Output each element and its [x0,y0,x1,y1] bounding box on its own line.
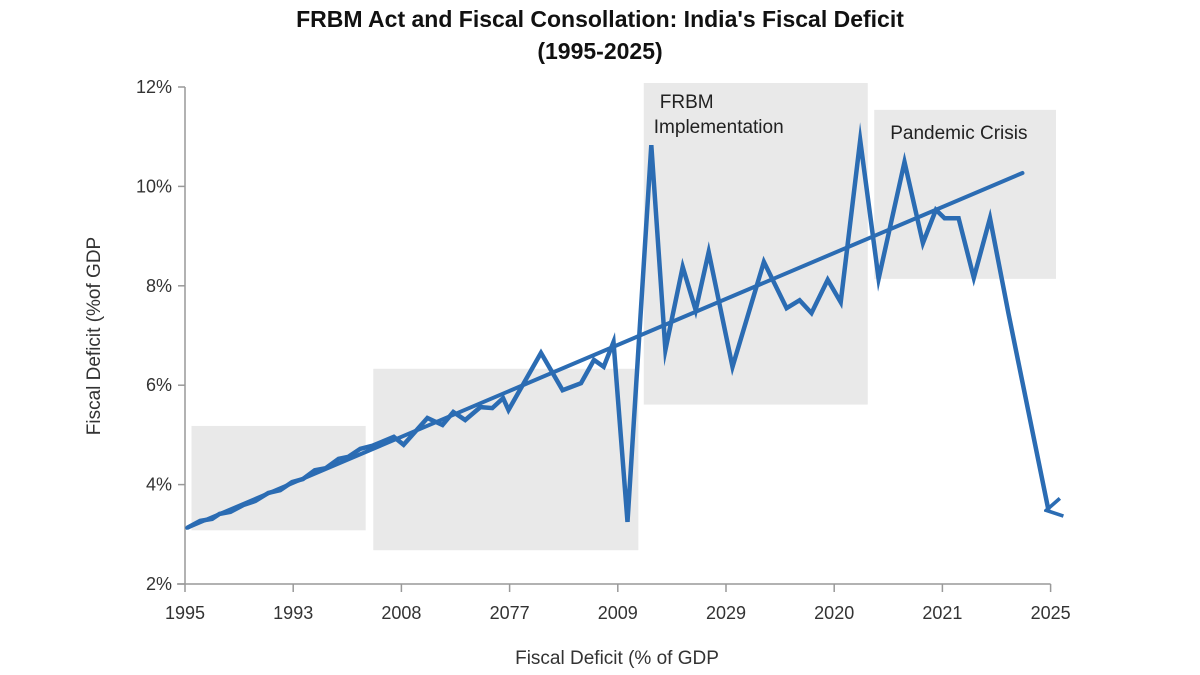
shaded-region [643,83,868,405]
y-tick-label: 12% [136,77,172,97]
annotation-label: FRBM [660,92,714,113]
y-tick-label: 4% [146,475,172,495]
annotation-label: Pandemic Crisis [890,123,1027,144]
y-tick-label: 10% [136,176,172,196]
x-tick-label: 2029 [706,603,746,623]
y-axis-label: Fiscal Deficit (%of GDP [84,237,105,435]
x-tick-label: 2025 [1031,603,1071,623]
x-tick-label: 2077 [490,603,530,623]
y-tick-label: 2% [146,574,172,594]
y-tick-label: 8% [146,276,172,296]
annotation-label: Implementation [654,117,784,138]
x-tick-label: 2020 [814,603,854,623]
x-tick-label: 1993 [273,603,313,623]
x-tick-label: 2008 [381,603,421,623]
y-tick-label: 6% [146,375,172,395]
chart-title-line2: (1995-2025) [537,38,663,64]
chart-title-line1: FRBM Act and Fiscal Consollation: India'… [296,6,904,32]
x-tick-label: 2021 [922,603,962,623]
shaded-region [373,368,639,551]
x-tick-label: 2009 [598,603,638,623]
x-tick-label: 1995 [165,603,205,623]
x-axis-label: Fiscal Deficit (% of GDP [515,648,719,669]
